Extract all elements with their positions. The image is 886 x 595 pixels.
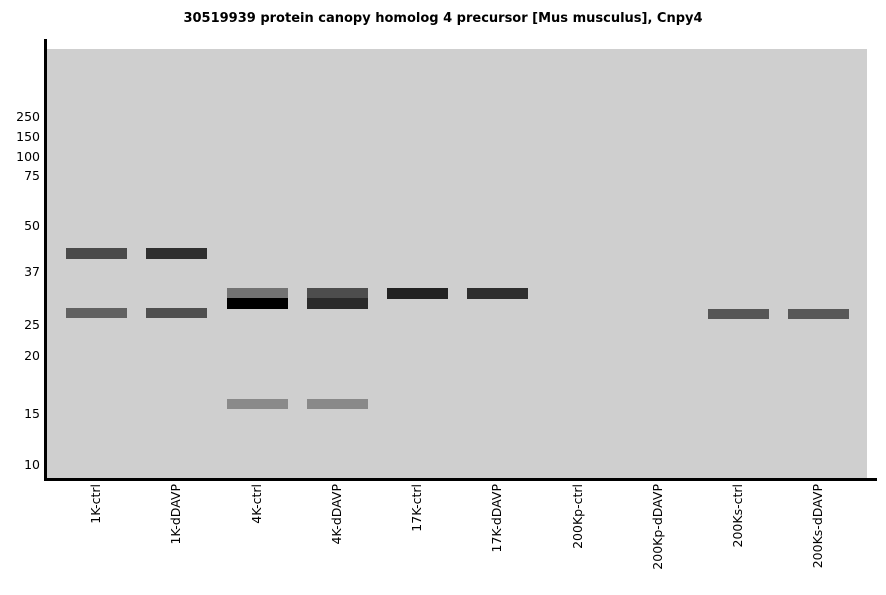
lane-label: 4K-ctrl xyxy=(249,484,264,524)
lane-label: 200Ks-ctrl xyxy=(730,484,745,548)
gel-band xyxy=(65,248,127,259)
lane-label: 200Kp-ctrl xyxy=(570,484,585,549)
gel-band xyxy=(226,298,288,309)
gel-band xyxy=(226,399,288,409)
gel-band xyxy=(145,308,207,318)
lane-label: 1K-dDAVP xyxy=(168,484,183,545)
lane-label: 4K-dDAVP xyxy=(329,484,344,545)
y-tick-label: 10 xyxy=(24,457,40,472)
y-tick-label: 50 xyxy=(24,218,40,233)
chart-title: 30519939 protein canopy homolog 4 precur… xyxy=(183,11,703,26)
gel-band xyxy=(306,298,368,309)
lane-label: 17K-ctrl xyxy=(409,484,424,532)
x-axis-line xyxy=(44,478,877,481)
y-tick-label: 37 xyxy=(24,264,40,279)
gel-band xyxy=(787,309,849,319)
y-tick-label: 100 xyxy=(16,149,40,164)
lane-label: 1K-ctrl xyxy=(88,484,103,524)
y-tick-label: 150 xyxy=(16,129,40,144)
y-tick-label: 15 xyxy=(24,406,40,421)
gel-band xyxy=(707,309,769,319)
gel-band xyxy=(466,288,528,299)
gel-band xyxy=(226,288,288,298)
gel-band xyxy=(145,248,207,259)
lane-label: 200Ks-dDAVP xyxy=(810,484,825,569)
lane-label: 200Kp-dDAVP xyxy=(650,484,665,570)
y-tick-label: 75 xyxy=(24,168,40,183)
gel-band xyxy=(306,288,368,298)
lane-label: 17K-dDAVP xyxy=(489,484,504,553)
gel-band xyxy=(386,288,448,299)
gel-band xyxy=(65,308,127,318)
y-tick-label: 20 xyxy=(24,348,40,363)
y-tick-label: 25 xyxy=(24,317,40,332)
y-axis-line xyxy=(44,39,47,481)
gel-background xyxy=(47,49,867,478)
gel-band xyxy=(306,399,368,409)
y-tick-label: 250 xyxy=(16,109,40,124)
